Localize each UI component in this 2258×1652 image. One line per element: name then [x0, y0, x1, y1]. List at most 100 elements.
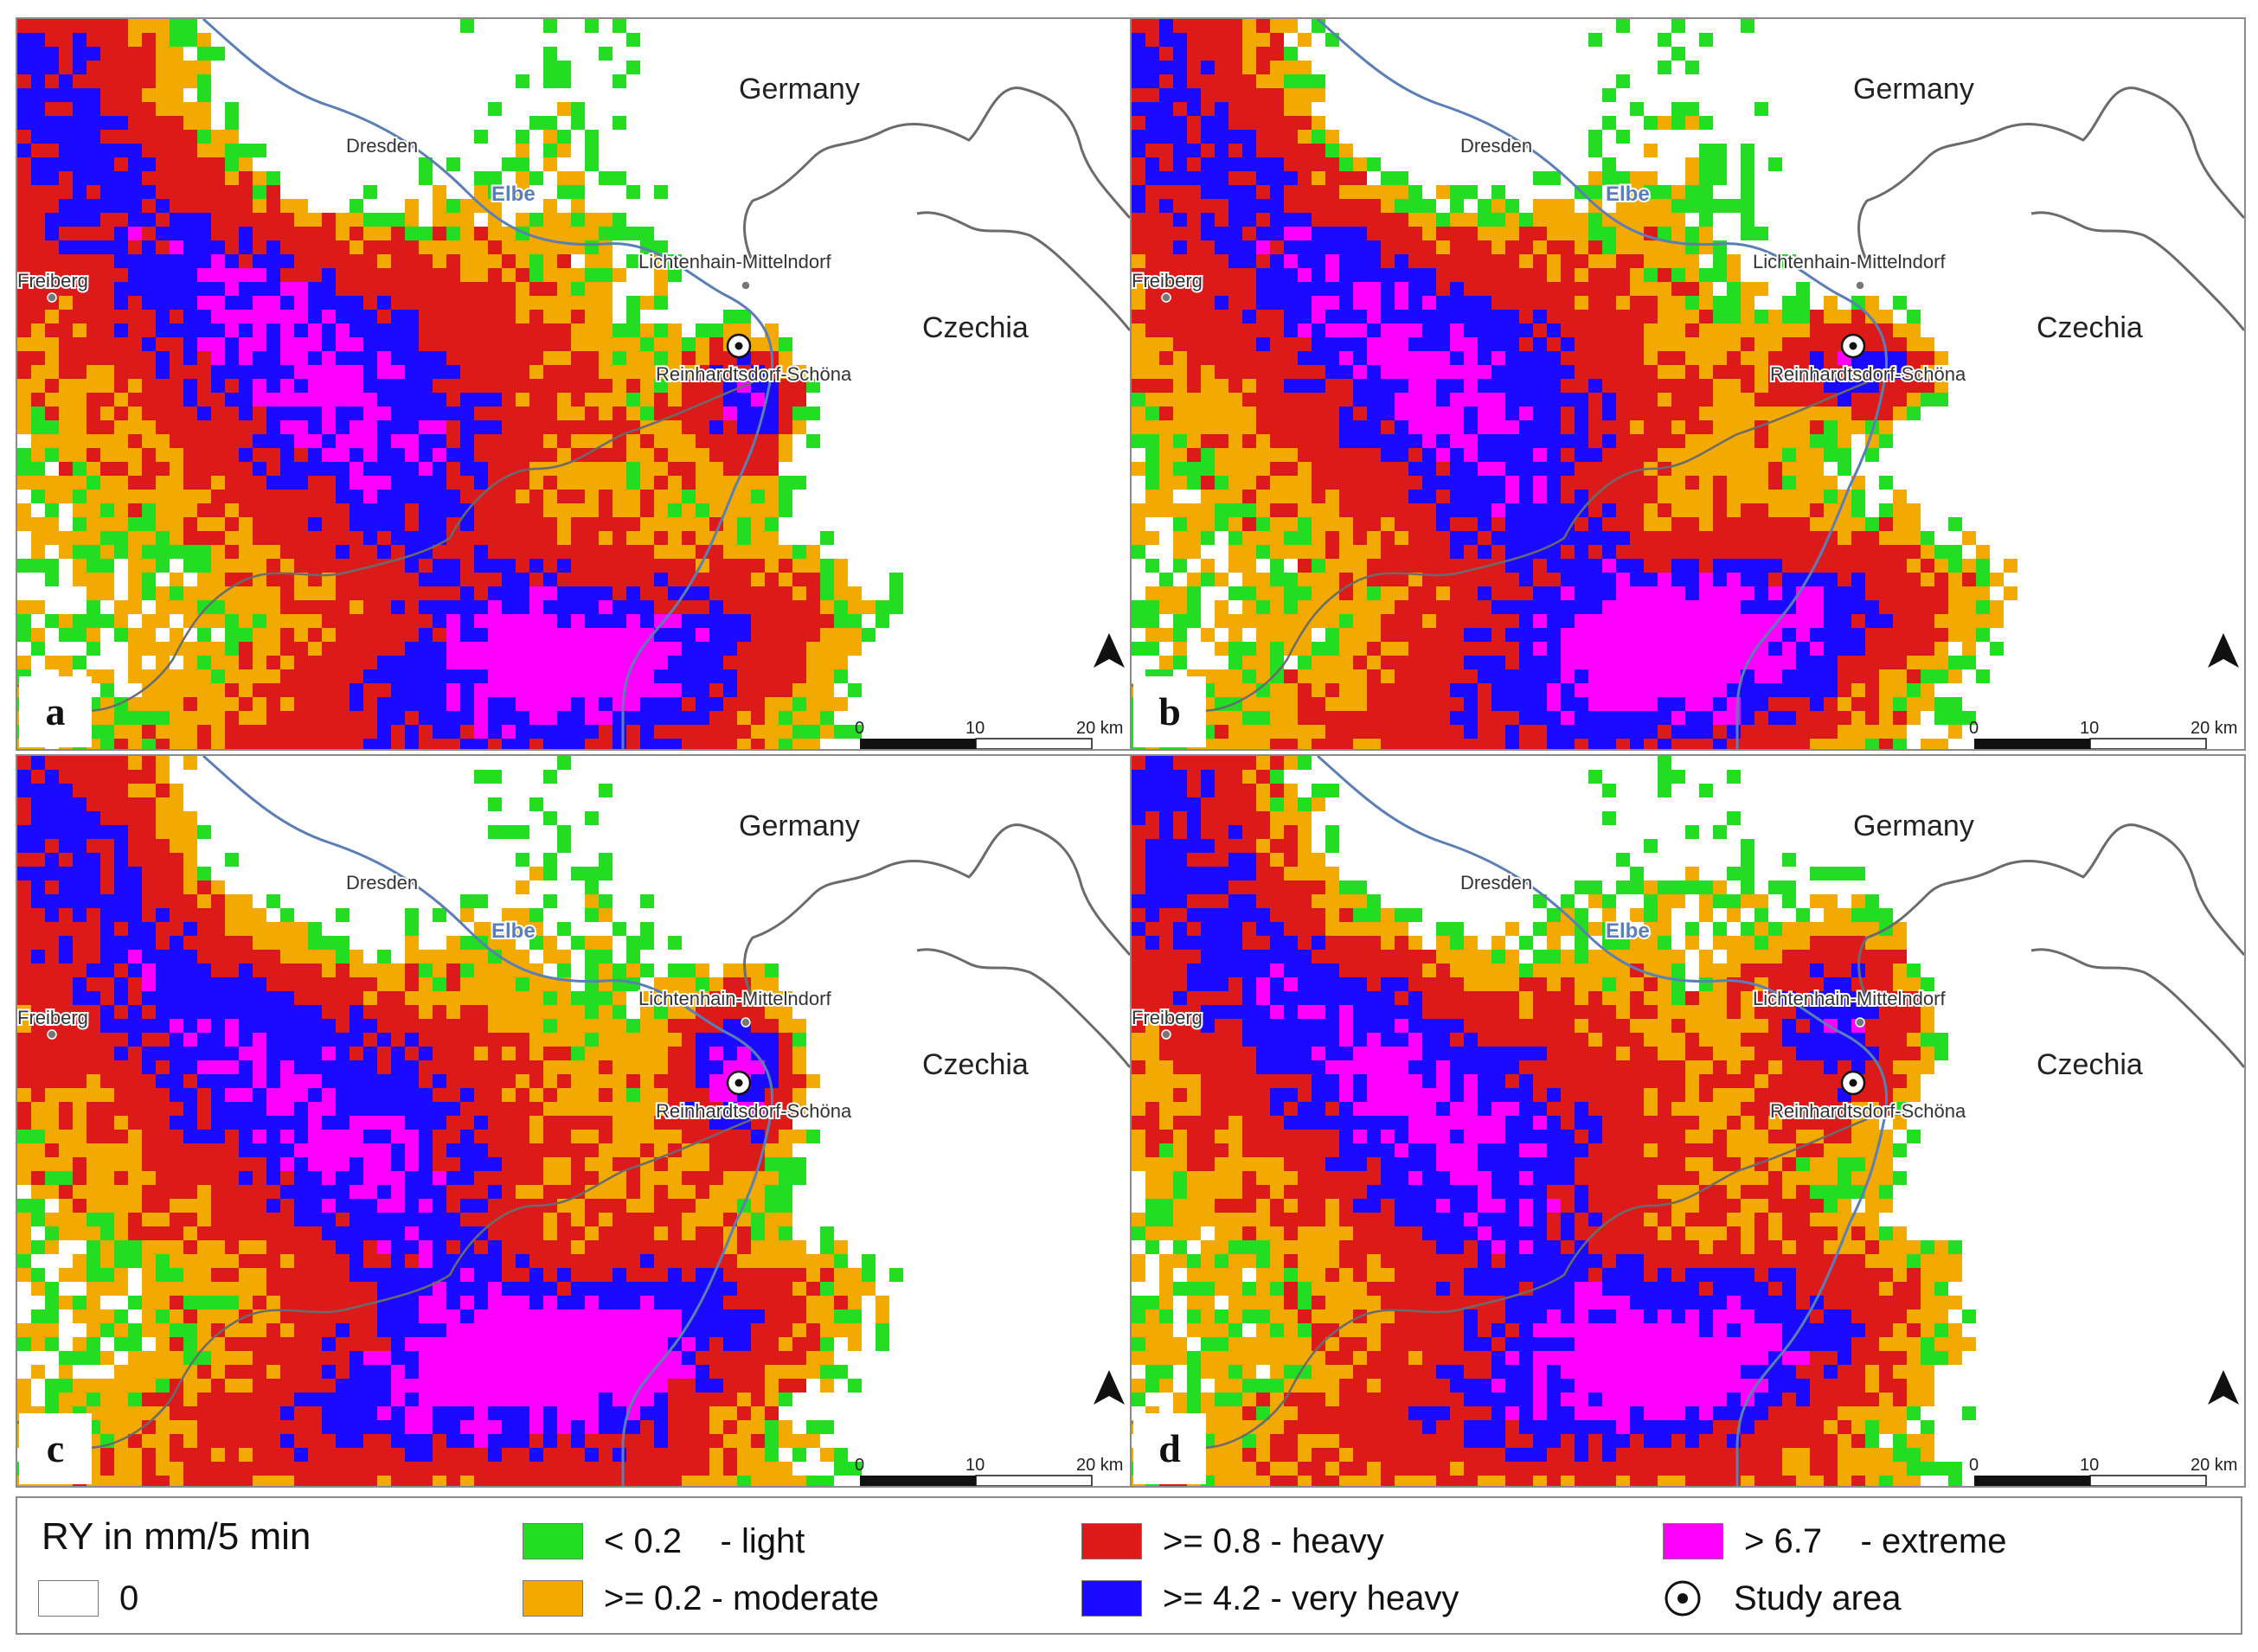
lichtenhain-marker [1855, 1017, 1865, 1028]
scale-bar [860, 1475, 1093, 1486]
radar-map: Dresden Elbe Freiberg Lichtenhain-Mittelndo… [1132, 756, 2244, 1486]
radar-map: Dresden Elbe Freiberg Lichtenhain-Mittelndo… [1132, 19, 2244, 749]
radar-map: Dresden Elbe Freiberg Lichtenhain-Mittelndo… [17, 756, 1130, 1486]
freiberg-label: Freiberg [1132, 1007, 1203, 1028]
freiberg-marker [1161, 1029, 1171, 1040]
map-panel-c: Dresden Elbe Freiberg Lichtenhain-Mittelndo… [16, 754, 1132, 1488]
legend-item-study-area: Study area [1663, 1578, 1901, 1619]
scale-tick-0: 0 [1969, 1456, 1979, 1475]
elbe-label: Elbe [1606, 919, 1650, 943]
legend-swatch-extreme [1663, 1523, 1723, 1559]
national-border-north [743, 86, 1130, 262]
study-area-marker [726, 333, 752, 359]
lichtenhain-label: Lichtenhain-Mittelndorf [1753, 251, 1946, 272]
national-border-north [743, 823, 1130, 999]
national-border-south [17, 1117, 754, 1450]
lichtenhain-label: Lichtenhain-Mittelndorf [1753, 988, 1946, 1009]
legend-swatch-zero [38, 1580, 99, 1617]
legend-item-moderate: >= 0.2 - moderate [523, 1578, 879, 1619]
rain-raster [17, 19, 903, 749]
legend-swatch-very-heavy [1081, 1580, 1142, 1617]
scale-tick-0: 0 [855, 719, 864, 738]
legend-label-light: < 0.2 - light [604, 1521, 805, 1560]
elbe-river [1317, 19, 1889, 749]
dresden-label: Dresden [346, 872, 418, 893]
elbe-river [202, 756, 774, 1486]
freiberg-marker [47, 1029, 57, 1040]
dresden-label: Dresden [1460, 872, 1532, 893]
legend-label-zero: 0 [119, 1578, 139, 1617]
scale-tick-10: 10 [965, 719, 985, 738]
lichtenhain-marker [741, 280, 751, 291]
scale-tick-0: 0 [855, 1456, 864, 1475]
map-panel-b: Dresden Elbe Freiberg Lichtenhain-Mittelndo… [1130, 17, 2246, 751]
rain-raster [1132, 756, 2004, 1486]
study-area-marker [1840, 333, 1866, 359]
scale-tick-10: 10 [965, 1456, 985, 1475]
study-area-icon [1663, 1578, 1723, 1619]
freiberg-marker [47, 292, 57, 303]
scale-bar [1974, 738, 2207, 749]
north-arrow-icon [1094, 633, 1125, 668]
czechia-label: Czechia [922, 1048, 1029, 1081]
freiberg-label: Freiberg [17, 270, 88, 291]
elbe-label: Elbe [491, 919, 536, 943]
scale-bar [860, 738, 1093, 749]
radar-map: Dresden Elbe Freiberg Lichtenhain-Mittelndo… [17, 19, 1130, 749]
north-arrow-icon [2208, 1370, 2239, 1405]
legend-label-very-heavy: >= 4.2 - very heavy [1163, 1578, 1459, 1617]
legend-swatch-heavy [1081, 1523, 1142, 1559]
legend: RY in mm/5 min 0 < 0.2 - light >= 0.2 - … [16, 1496, 2242, 1635]
panel-letter-b: b [1133, 676, 1206, 747]
scale-tick-20: 20 km [1076, 1456, 1123, 1475]
czechia-label: Czechia [2037, 1048, 2143, 1081]
legend-label-extreme: > 6.7 - extreme [1744, 1521, 2007, 1560]
dresden-label: Dresden [346, 135, 418, 157]
legend-label-moderate: >= 0.2 - moderate [604, 1578, 879, 1617]
lichtenhain-label: Lichtenhain-Mittelndorf [638, 988, 831, 1009]
germany-label: Germany [1853, 73, 1974, 106]
scale-bar [1974, 1475, 2207, 1486]
national-border-south [1132, 381, 1868, 713]
panel-letter-a: a [19, 676, 92, 747]
scale-tick-0: 0 [1969, 719, 1979, 738]
lichtenhain-marker [1855, 280, 1865, 291]
legend-item-heavy: >= 0.8 - heavy [1081, 1521, 1384, 1562]
national-border-east [2030, 211, 2244, 331]
dresden-marker [1483, 879, 1493, 889]
germany-label: Germany [1853, 810, 1974, 842]
legend-item-very-heavy: >= 4.2 - very heavy [1081, 1578, 1459, 1619]
national-border-north [1857, 86, 2244, 262]
freiberg-label: Freiberg [17, 1007, 88, 1028]
legend-label-heavy: >= 0.8 - heavy [1163, 1521, 1384, 1560]
dresden-marker [369, 142, 379, 152]
reinhardtsdorf-label: Reinhardtsdorf-Schöna [1770, 1100, 1966, 1122]
elbe-label: Elbe [491, 182, 536, 206]
lichtenhain-label: Lichtenhain-Mittelndorf [638, 251, 831, 272]
reinhardtsdorf-label: Reinhardtsdorf-Schöna [656, 363, 852, 385]
national-border-east [916, 211, 1130, 331]
scale-tick-20: 20 km [2191, 1456, 2237, 1475]
rain-raster [1132, 19, 2017, 749]
panel-letter-c: c [19, 1413, 92, 1484]
north-arrow-icon [1094, 1370, 1125, 1405]
national-border-south [17, 381, 754, 713]
legend-title: RY in mm/5 min [42, 1515, 311, 1558]
study-area-marker [1840, 1070, 1866, 1096]
reinhardtsdorf-label: Reinhardtsdorf-Schöna [656, 1100, 852, 1122]
legend-item-zero: 0 [38, 1578, 138, 1619]
germany-label: Germany [739, 810, 860, 842]
panel-letter-d: d [1133, 1413, 1206, 1484]
map-panel-d: Dresden Elbe Freiberg Lichtenhain-Mittelndo… [1130, 754, 2246, 1488]
germany-label: Germany [739, 73, 860, 106]
freiberg-marker [1161, 292, 1171, 303]
legend-swatch-light [523, 1523, 583, 1559]
legend-item-light: < 0.2 - light [523, 1521, 805, 1562]
national-border-east [916, 948, 1130, 1068]
freiberg-label: Freiberg [1132, 270, 1203, 291]
study-area-marker [726, 1070, 752, 1096]
map-panel-a: Dresden Elbe Freiberg Lichtenhain-Mittelndo… [16, 17, 1132, 751]
scale-tick-10: 10 [2080, 719, 2099, 738]
scale-tick-20: 20 km [2191, 719, 2237, 738]
